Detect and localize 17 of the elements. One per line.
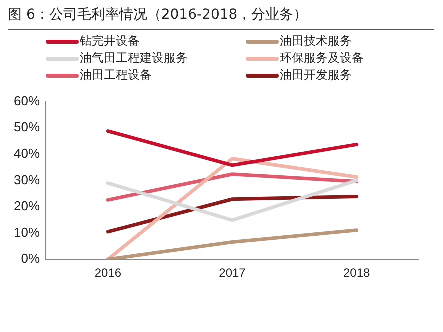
legend-label: 钻完井设备 (80, 33, 140, 50)
legend-label: 油田技术服务 (280, 33, 352, 50)
x-tick-label: 2016 (94, 266, 122, 280)
y-tick-label: 60% (14, 93, 40, 108)
y-tick-label: 10% (14, 224, 40, 240)
y-tick-label: 20% (14, 198, 40, 214)
legend-label: 油田开发服务 (280, 67, 352, 84)
y-tick-label: 30% (14, 172, 40, 188)
legend-label: 油田工程设备 (80, 67, 152, 84)
legend-label: 环保服务及设备 (280, 50, 364, 67)
x-tick-label: 2018 (343, 266, 371, 280)
y-tick-label: 0% (21, 251, 40, 266)
y-tick-label: 40% (14, 146, 40, 161)
y-tick-label: 50% (14, 120, 40, 135)
chart-title: 图 6：公司毛利率情况（2016-2018，分业务） (8, 6, 308, 24)
x-tick-label: 2017 (219, 266, 246, 280)
legend-label: 油气田工程建设服务 (80, 50, 188, 67)
